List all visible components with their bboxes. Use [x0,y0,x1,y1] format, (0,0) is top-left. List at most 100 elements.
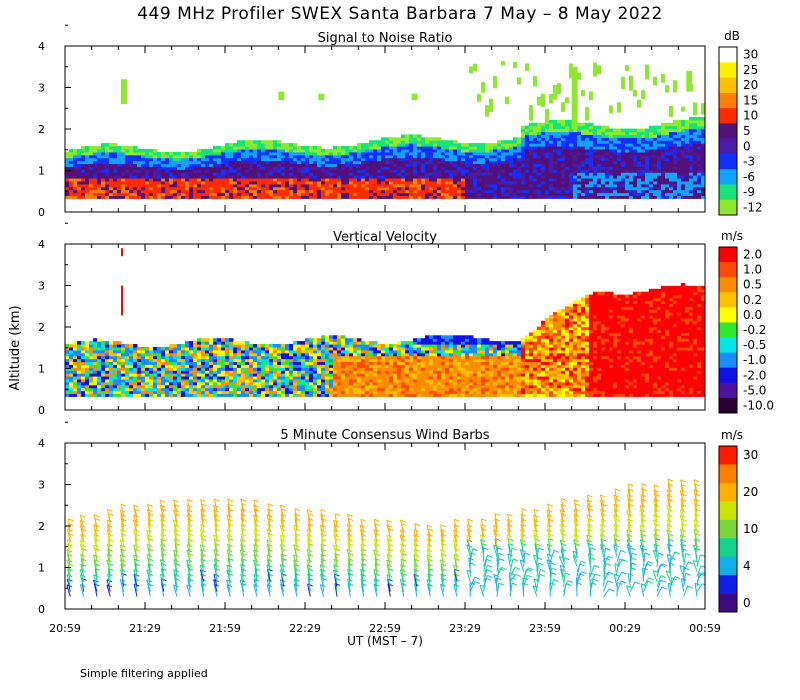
velocity-cell [401,355,406,360]
snr-cell [209,166,214,170]
velocity-cell [281,364,286,368]
snr-cell [501,151,506,156]
snr-cell [449,140,454,144]
velocity-cell [337,344,342,348]
velocity-cell [125,344,130,348]
snr-cell [513,169,518,173]
snr-cell [701,172,705,176]
velocity-cell [217,338,222,342]
velocity-cell [397,393,402,397]
snr-cell [517,195,522,199]
velocity-cell [97,361,102,365]
velocity-cell [237,355,242,360]
snr-cell [197,175,202,179]
snr-cell [369,143,374,147]
snr-cell [189,177,194,182]
velocity-cell [181,361,186,365]
velocity-cell [141,384,146,389]
snr-cell [409,151,414,156]
snr-cell [529,128,534,133]
snr-cell [165,151,170,156]
velocity-cell [133,390,138,394]
snr-cell [537,148,542,153]
velocity-cell [345,367,350,371]
velocity-cell [233,384,238,389]
snr-cell [309,169,314,173]
velocity-cell [257,364,262,368]
velocity-cell [73,352,78,357]
velocity-cell [97,390,102,394]
velocity-cell [169,361,174,365]
snr-cell [245,183,250,188]
snr-cell [229,175,234,179]
snr-cell [345,180,350,185]
snr-cell [481,180,486,185]
snr-cell [401,148,406,153]
snr-cell [669,125,674,130]
snr-cell [465,183,470,188]
velocity-cell [289,387,294,392]
snr-cell [605,180,610,185]
snr-cell [677,183,682,188]
snr-cell [477,154,482,159]
snr-cell [77,163,82,167]
velocity-cell [69,344,74,348]
snr-cell [553,180,558,185]
velocity-cell [65,381,70,386]
velocity-cell [201,364,206,368]
velocity-cell [221,375,226,380]
snr-cell [341,148,346,153]
snr-cell [561,154,566,159]
snr-cell [433,177,438,182]
snr-cell [137,160,142,165]
snr-cell [677,163,682,167]
snr-cell [129,151,134,156]
snr-cell [589,134,594,138]
snr-cell [601,195,606,199]
snr-cell [181,166,186,170]
snr-cell [549,160,554,165]
snr-cell [233,154,238,159]
snr-cell [445,140,450,144]
velocity-cell [205,375,210,380]
velocity-cell [245,361,250,365]
snr-cell [133,160,138,165]
snr-cell [513,163,518,167]
snr-cell [469,166,474,170]
snr-cell [65,186,70,191]
snr-cell [177,151,182,156]
velocity-cell [93,346,98,351]
velocity-cell [157,364,162,368]
snr-cell [273,143,278,147]
snr-cell [341,189,346,194]
snr-cell [81,175,86,179]
snr-cell [309,183,314,188]
velocity-cell [317,361,322,365]
snr-cell [669,172,674,176]
snr-cell [681,192,686,196]
velocity-cell [65,352,70,357]
velocity-cell [309,358,314,363]
snr-cell [281,148,286,153]
snr-cell [417,137,422,141]
snr-cell [65,160,70,165]
snr-cell [225,192,230,196]
snr-cell [517,177,522,182]
snr-cell [305,163,310,167]
velocity-cell [117,364,122,368]
velocity-cell [365,387,370,392]
velocity-cell [397,355,402,360]
snr-cell [545,128,550,133]
snr-cell [297,154,302,159]
snr-cell [109,169,114,173]
velocity-cell [209,364,214,368]
velocity-cell [253,375,258,380]
snr-cell [97,180,102,185]
velocity-cell [173,384,178,389]
velocity-cell [81,373,86,377]
velocity-cell [201,361,206,365]
velocity-cell [277,352,282,357]
snr-cell [433,180,438,185]
snr-cell [249,192,254,196]
snr-cell [369,177,374,182]
